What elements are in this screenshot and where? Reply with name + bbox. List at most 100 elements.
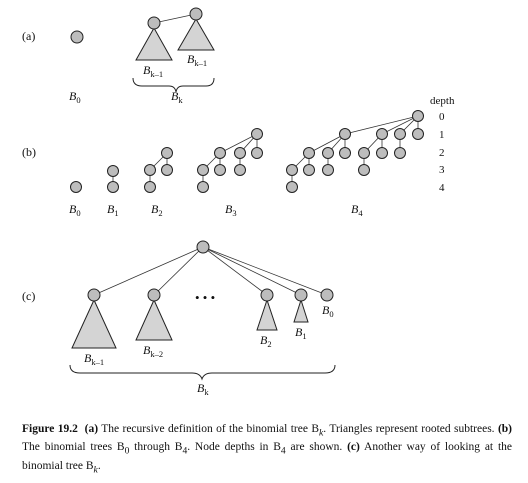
- b-b4-node: [358, 164, 370, 176]
- c-bk-label: Bk: [197, 381, 209, 397]
- part-b-label: (b): [22, 145, 36, 159]
- a-right-subtree-label: Bk–1: [187, 52, 207, 68]
- caption-b-text: The binomial trees B: [22, 441, 125, 454]
- b-b4-node: [303, 147, 315, 159]
- b-b3-node: [251, 128, 263, 140]
- b-b4-node: [286, 164, 298, 176]
- caption-a-tag: (a): [84, 423, 99, 435]
- b-b4-edge: [344, 115, 419, 135]
- b-b3-label: B3: [225, 202, 237, 218]
- b-b0-node: [70, 181, 82, 193]
- c-b2-triangle: [256, 298, 278, 331]
- c-child-node: [260, 288, 274, 302]
- b-b4-node: [358, 147, 370, 159]
- caption-c-text: Another way of looking at the binomial t…: [22, 441, 512, 472]
- a-b0-label: B0: [69, 89, 81, 105]
- b-b4-node: [339, 128, 351, 140]
- b-b3-node: [214, 164, 226, 176]
- b-b3-edge: [219, 133, 258, 154]
- b-b1-label: B1: [107, 202, 119, 218]
- c-root-edge: [202, 246, 302, 296]
- c-b0-label: B0: [322, 303, 334, 319]
- c-b2-label: B2: [260, 333, 272, 349]
- c-root-edge: [153, 246, 204, 296]
- b-b4-node: [339, 147, 351, 159]
- a-bk-brace: [132, 77, 215, 93]
- caption-figure-number: Figure 19.2: [22, 423, 78, 435]
- c-bk1-label: Bk–1: [84, 351, 104, 367]
- caption-c-sub: k: [93, 463, 98, 475]
- a-left-subtree-label: Bk–1: [143, 63, 163, 79]
- c-ellipsis: • • •: [195, 290, 215, 305]
- caption-a-sub: k: [319, 427, 324, 439]
- b-b2-node: [161, 164, 173, 176]
- b-b4-node: [322, 147, 334, 159]
- c-root-edge: [93, 246, 204, 296]
- c-bk-brace: [69, 364, 336, 381]
- b-b4-node: [303, 164, 315, 176]
- depth-level-1: 1: [439, 129, 445, 141]
- b-b4-node: [286, 181, 298, 193]
- depth-level-3: 3: [439, 164, 445, 176]
- part-a-label: (a): [22, 29, 35, 43]
- caption-a-text2: . Triangles represent rooted subtrees.: [323, 423, 498, 435]
- b-b4-node: [412, 128, 424, 140]
- b-b4-node: [322, 164, 334, 176]
- a-left-subtree-triangle: [135, 26, 173, 61]
- caption-b-text4: are shown.: [285, 441, 348, 454]
- b-b3-node: [234, 164, 246, 176]
- caption-b-sub4b: 4: [280, 445, 286, 457]
- depth-level-2: 2: [439, 147, 445, 159]
- b-b3-node: [214, 147, 226, 159]
- a-bk-label: Bk: [171, 89, 183, 105]
- b-b3-node: [197, 164, 209, 176]
- caption-b-sub4: 4: [182, 445, 188, 457]
- c-b1-triangle: [293, 298, 309, 323]
- b-b4-node: [376, 147, 388, 159]
- b-b2-node: [161, 147, 173, 159]
- b-b4-node: [412, 110, 424, 122]
- b-b4-node: [394, 147, 406, 159]
- c-bk2-label: Bk–2: [143, 343, 163, 359]
- b-b3-node: [197, 181, 209, 193]
- b-b4-edge: [381, 115, 419, 135]
- b-b3-node: [251, 147, 263, 159]
- caption-b-text3: . Node depths in B: [187, 441, 281, 454]
- c-child-node: [147, 288, 161, 302]
- c-bk2-triangle: [135, 298, 173, 341]
- b-b2-label: B2: [151, 202, 163, 218]
- depth-header: depth: [430, 95, 455, 107]
- b-b2-node: [144, 164, 156, 176]
- c-root-node: [196, 240, 210, 254]
- depth-level-4: 4: [439, 182, 445, 194]
- b-b4-edge: [308, 133, 346, 154]
- c-bk1-triangle: [71, 298, 117, 349]
- c-root-edge: [202, 246, 328, 296]
- part-c-label: (c): [22, 289, 35, 303]
- caption-b-text2: through B: [129, 441, 183, 454]
- caption-a-text: The recursive definition of the binomial…: [98, 423, 320, 435]
- figure-caption: Figure 19.2 (a) The recursive definition…: [22, 422, 512, 477]
- b-b4-node: [394, 128, 406, 140]
- depth-level-0: 0: [439, 111, 445, 123]
- binomial-tree-figure: (a) B0 Bk–1 Bk–1 Bk depth 0 1 2 3 4 (b): [22, 7, 455, 397]
- caption-b-sub0: 0: [124, 445, 130, 457]
- c-root-edge: [202, 246, 268, 296]
- b-b0-label: B0: [69, 202, 81, 218]
- a-b0-node: [70, 30, 84, 44]
- b-b1-node: [107, 165, 119, 177]
- caption-c-text2: .: [97, 459, 101, 472]
- c-child-node: [87, 288, 101, 302]
- b-b4-node: [376, 128, 388, 140]
- b-b3-node: [234, 147, 246, 159]
- b-b2-node: [144, 181, 156, 193]
- b-b4-label: B4: [351, 202, 363, 218]
- c-child-node: [320, 288, 334, 302]
- a-right-subtree-triangle: [177, 18, 215, 51]
- caption-c-tag: (c): [347, 441, 360, 454]
- a-link-edge: [153, 13, 197, 24]
- a-right-root-node: [189, 7, 203, 21]
- b-b1-node: [107, 181, 119, 193]
- a-left-root-node: [147, 16, 161, 30]
- caption-b-tag: (b): [497, 423, 512, 435]
